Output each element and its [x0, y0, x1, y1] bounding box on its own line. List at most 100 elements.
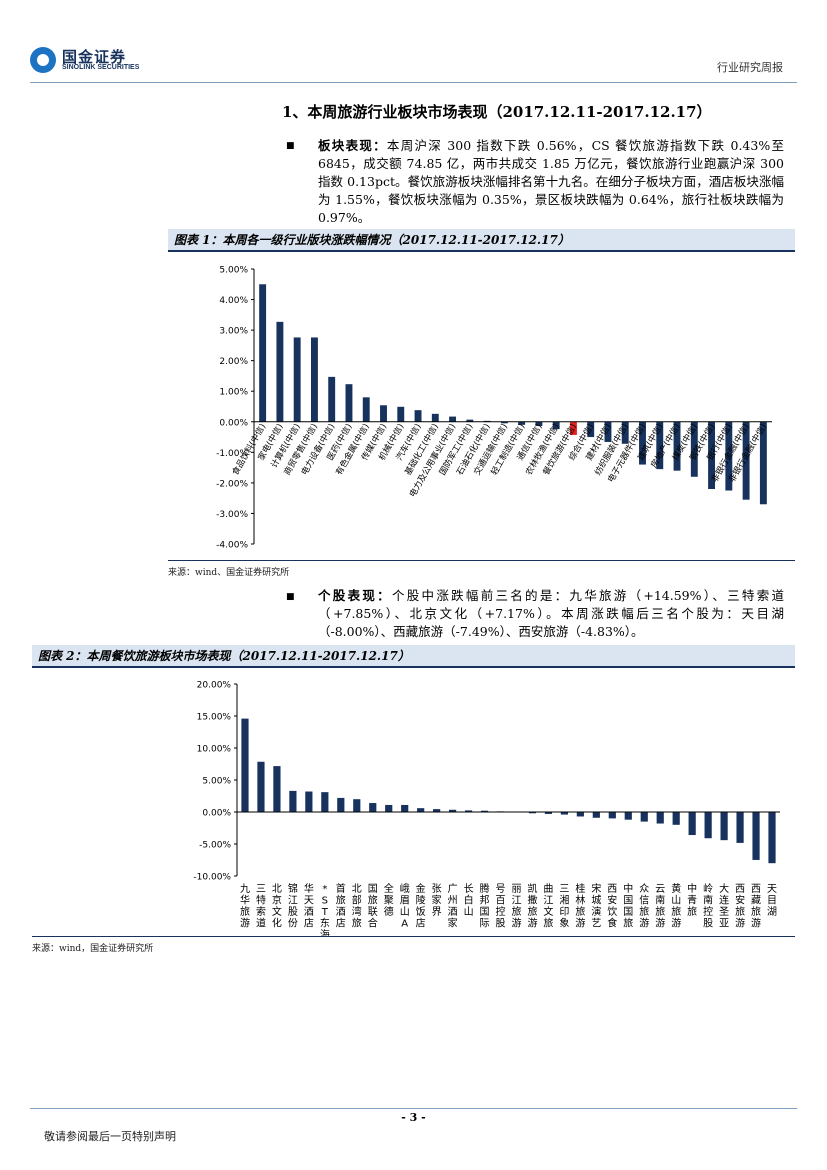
bar	[500, 421, 508, 424]
bar	[466, 419, 474, 422]
bar	[369, 803, 377, 812]
y-tick-label: -5.00%	[199, 841, 231, 851]
bar	[480, 810, 489, 812]
bar	[708, 421, 716, 489]
figure-1-source: 来源：wind、国金证券研究所	[168, 568, 290, 578]
bar	[401, 804, 409, 812]
bar	[380, 405, 387, 422]
bar	[673, 421, 681, 471]
bar	[305, 791, 313, 812]
x-category-label: 锦江股份	[288, 882, 298, 930]
x-category-label: 中青旅	[687, 882, 697, 918]
bar	[241, 718, 249, 812]
figure-2-bottom-rule	[32, 936, 795, 937]
bar	[449, 416, 457, 422]
bar	[417, 808, 425, 812]
company-logo: 国金证券 SINOLINK SECURITIES	[30, 47, 160, 77]
x-category-label: 丽江旅游	[511, 884, 521, 930]
x-category-label: 九华旅游	[240, 883, 250, 930]
bar	[742, 421, 750, 500]
disclaimer-note: 敬请参阅最后一页特别声明	[44, 1130, 176, 1143]
x-category-label: 张家界	[432, 883, 442, 918]
y-tick-label: 15.00%	[197, 713, 232, 723]
x-category-label: 岭南控股	[703, 882, 713, 930]
x-category-label: 云南旅游	[655, 884, 665, 930]
bar	[704, 812, 712, 839]
bar	[736, 812, 744, 843]
y-tick-label: 5.00%	[219, 266, 248, 276]
x-category-label: 长白山	[464, 883, 474, 918]
section-title: 1、本周旅游行业板块市场表现（2017.12.11-2017.12.17）	[282, 103, 712, 121]
bar	[621, 421, 629, 444]
bar	[289, 790, 297, 812]
x-category-label: 号百控股	[496, 883, 506, 930]
x-category-label: 腾邦国际	[480, 882, 490, 930]
y-tick-label: -10.00%	[193, 873, 231, 883]
bar	[672, 812, 680, 825]
bar	[576, 812, 584, 817]
bar	[310, 337, 318, 422]
x-category-label: 金陵饭店	[416, 882, 426, 930]
x-category-label: 西安饮食	[607, 884, 617, 930]
logo-mark-icon	[30, 47, 56, 73]
bar	[259, 284, 267, 422]
x-category-label: 中国国旅	[623, 882, 633, 930]
y-tick-label: -3.00%	[216, 510, 248, 520]
bar	[639, 421, 646, 465]
x-category-label: 凯撒旅游	[527, 882, 537, 930]
y-tick-label: 0.00%	[202, 809, 231, 819]
y-tick-label: 2.00%	[219, 357, 248, 367]
bullet-icon: ■	[286, 592, 295, 602]
bar	[604, 421, 612, 442]
bar	[608, 812, 616, 819]
bar	[273, 766, 281, 812]
sector-performance-text: 本周沪深 300 指数下跌 0.56%，CS 餐饮旅游指数下跌 0.43%至 6…	[318, 138, 784, 225]
bar	[656, 812, 664, 824]
sector-performance-label: 板块表现：	[318, 138, 387, 153]
bar	[353, 799, 361, 812]
stock-performance-label: 个股表现：	[318, 588, 392, 603]
bar	[720, 812, 728, 841]
bar	[544, 812, 553, 814]
figure-1-title: 图表 1：本周各一级行业版块涨跌幅情况（2017.12.11-2017.12.1…	[168, 229, 795, 252]
bar	[560, 812, 568, 815]
footer-divider	[30, 1108, 797, 1109]
bar	[518, 421, 526, 425]
bar	[397, 406, 405, 422]
x-category-label: 广州酒家	[448, 883, 458, 930]
bar	[337, 797, 345, 812]
sector-performance-paragraph: 板块表现：本周沪深 300 指数下跌 0.56%，CS 餐饮旅游指数下跌 0.4…	[318, 137, 784, 227]
bar	[257, 761, 265, 812]
logo-text-en: SINOLINK SECURITIES	[62, 64, 140, 71]
bar	[293, 337, 301, 422]
x-category-label: 北部湾旅	[352, 883, 362, 930]
bar	[345, 384, 353, 422]
bar	[528, 812, 537, 814]
y-tick-label: 3.00%	[219, 327, 248, 337]
bar	[464, 810, 473, 812]
bar	[640, 812, 648, 822]
bar	[752, 812, 760, 860]
header-divider	[30, 82, 797, 83]
x-category-label: 首旅酒店	[336, 882, 346, 930]
x-category-label: 天目湖	[767, 884, 777, 918]
bar	[759, 421, 767, 505]
bar	[587, 421, 595, 438]
x-category-label: 国旅联合	[368, 883, 378, 930]
bar	[535, 421, 543, 427]
bar	[656, 421, 664, 470]
bar	[768, 812, 776, 864]
stock-performance-text: 个股中涨跌幅前三名的是：九华旅游（+14.59%）、三特索道（+7.85%）、北…	[318, 588, 784, 639]
tourism-stocks-bar-chart: 20.00% 15.00% 10.00% 5.00% 0.00% -5.00% -10.00…	[193, 681, 780, 937]
bar	[385, 804, 393, 812]
x-category-label: 大连圣亚	[719, 882, 729, 930]
bar	[725, 421, 733, 491]
x-category-label: 三湘印象	[559, 884, 569, 930]
bar	[362, 397, 370, 422]
bar	[433, 809, 441, 812]
y-tick-label: 0.00%	[219, 418, 248, 428]
stock-performance-paragraph: 个股表现：个股中涨跌幅前三名的是：九华旅游（+14.59%）、三特索道（+7.8…	[318, 587, 784, 641]
y-tick-label: 1.00%	[219, 388, 248, 398]
x-category-label: *ST东海A	[320, 884, 330, 937]
bar	[328, 376, 336, 422]
